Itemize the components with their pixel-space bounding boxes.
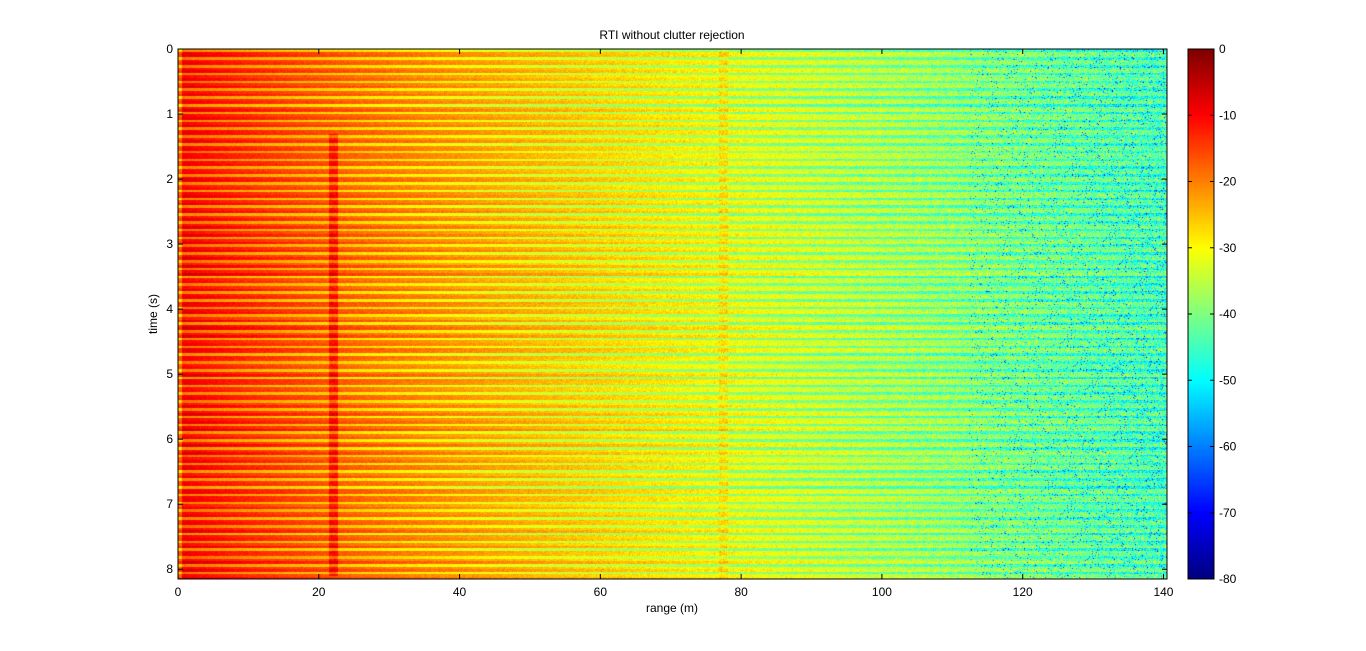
colorbar-ticks: 0 -10 -20 -30 -40 -50 -60 -70 -80 [1188,42,1237,586]
colorbar-tick-label: -10 [1219,108,1237,122]
colorbar-tick-label: -40 [1219,307,1237,321]
colorbar-tick-label: -80 [1219,572,1237,586]
colorbar-tick-label: -70 [1219,506,1237,520]
x-tick-label: 120 [1013,585,1033,599]
y-tick-label: 5 [166,367,173,381]
colorbar-gradient [1188,49,1214,579]
x-tick-label: 140 [1153,585,1173,599]
x-tick-label: 40 [453,585,467,599]
colorbar-tick-label: -60 [1219,440,1237,454]
rti-heatmap [178,49,1167,579]
colorbar-tick-label: -30 [1219,241,1237,255]
y-tick-label: 1 [166,107,173,121]
chart-title: RTI without clutter rejection [599,28,744,42]
x-ticks: 0 20 40 60 80 100 120 140 [175,49,1174,599]
y-tick-label: 3 [166,237,173,251]
x-axis-label: range (m) [646,601,698,615]
y-tick-label: 7 [166,497,173,511]
y-tick-label: 2 [166,172,173,186]
y-tick-label: 4 [166,302,173,316]
x-tick-label: 100 [872,585,892,599]
x-tick-label: 0 [175,585,182,599]
y-axis-label: time (s) [146,294,160,334]
colorbar-tick-label: -50 [1219,373,1237,387]
x-tick-label: 20 [312,585,326,599]
y-tick-label: 6 [166,432,173,446]
plot-frame [177,48,1168,580]
colorbar-tick-label: -20 [1219,175,1237,189]
x-tick-label: 60 [594,585,608,599]
y-ticks: 0 1 2 3 4 5 6 7 8 [166,42,1167,576]
y-tick-label: 0 [166,42,173,56]
y-tick-label: 8 [166,562,173,576]
x-tick-label: 80 [734,585,748,599]
colorbar-tick-label: 0 [1219,42,1226,56]
